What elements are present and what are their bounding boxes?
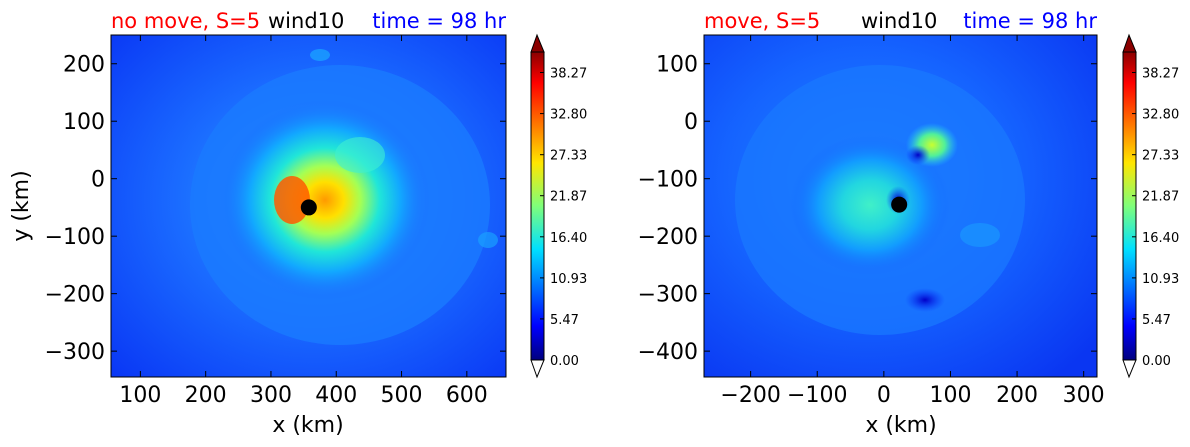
right-colorbar-label: 32.80 — [1142, 108, 1179, 123]
right-colorbar-body — [1122, 51, 1137, 361]
left-colorbar-body — [530, 51, 545, 361]
left-colorbar-label: 16.40 — [550, 231, 587, 246]
left-colorbar-label: 0.00 — [550, 354, 579, 369]
right-xtick-label: 200 — [996, 383, 1038, 408]
right-xtick-label: 300 — [1063, 383, 1105, 408]
right-ticks: −200 −100 0 100 200 300 100 0 −100 −200 −300 −400 — [638, 35, 1105, 408]
left-xtick-label: 100 — [119, 383, 161, 408]
left-colorbar-label: 10.93 — [550, 272, 587, 287]
right-xlabel: x (km) — [865, 413, 936, 438]
right-ytick-label: 0 — [684, 110, 698, 135]
right-xtick-label: 0 — [877, 383, 891, 408]
left-xtick-label: 300 — [250, 383, 292, 408]
left-title-right: time = 98 hr — [372, 9, 506, 33]
left-xlabel: x (km) — [272, 413, 343, 438]
left-colorbar: 38.27 32.80 27.33 21.87 16.40 10.93 5.47 0.00 — [530, 33, 587, 379]
right-ytick-label: −100 — [638, 168, 698, 193]
right-axes-frame — [703, 34, 1098, 378]
right-colorbar-labels: 38.27 32.80 27.33 21.87 16.40 10.93 5.47 0.00 — [1132, 67, 1179, 369]
left-ytick-label: −100 — [45, 225, 105, 250]
right-xtick-label: −200 — [720, 383, 780, 408]
right-colorbar-label: 16.40 — [1142, 231, 1179, 246]
left-colorbar-label: 32.80 — [550, 108, 587, 123]
right-colorbar-label: 10.93 — [1142, 272, 1179, 287]
left-ticks: 100 200 300 400 500 600 200 100 0 −100 −200 −300 — [45, 35, 506, 408]
left-ytick-label: 0 — [91, 168, 105, 193]
right-ytick-label: −200 — [638, 225, 698, 250]
left-axes-frame — [110, 34, 507, 378]
left-xtick-label: 500 — [381, 383, 423, 408]
right-title-right: time = 98 hr — [963, 9, 1097, 33]
left-colorbar-label: 21.87 — [550, 190, 587, 205]
right-panel: move, S=5 wind10 time = 98 hr −200 −100 0 1… — [638, 9, 1180, 438]
right-colorbar-label: 38.27 — [1142, 67, 1179, 82]
right-colorbar: 38.27 32.80 27.33 21.87 16.40 10.93 5.47 0.00 — [1122, 33, 1179, 379]
right-ytick-label: −400 — [638, 340, 698, 365]
left-title-left: no move, S=5 — [111, 9, 260, 33]
right-colorbar-label: 0.00 — [1142, 354, 1171, 369]
left-ytick-label: 200 — [63, 53, 105, 78]
right-colorbar-label: 5.47 — [1142, 313, 1171, 328]
right-xtick-label: 100 — [929, 383, 971, 408]
left-xtick-label: 600 — [446, 383, 488, 408]
left-title-center: wind10 — [268, 9, 344, 33]
left-ylabel: y (km) — [9, 170, 34, 241]
right-colorbar-label: 21.87 — [1142, 190, 1179, 205]
left-colorbar-label: 5.47 — [550, 313, 579, 328]
right-ytick-label: −300 — [638, 283, 698, 308]
right-colorbar-extend-min — [1122, 359, 1137, 379]
left-colorbar-extend-max — [530, 33, 545, 53]
right-title-left: move, S=5 — [704, 9, 820, 33]
right-ytick-label: 100 — [656, 53, 698, 78]
left-heatmap — [111, 35, 506, 377]
left-xtick-label: 400 — [315, 383, 357, 408]
left-colorbar-labels: 38.27 32.80 27.33 21.87 16.40 10.93 5.47 0.00 — [540, 67, 587, 369]
left-colorbar-label: 38.27 — [550, 67, 587, 82]
left-colorbar-label: 27.33 — [550, 149, 587, 164]
left-colorbar-extend-min — [530, 359, 545, 379]
right-center-marker — [891, 196, 908, 213]
left-xtick-label: 200 — [185, 383, 227, 408]
right-xtick-label: −100 — [787, 383, 847, 408]
right-colorbar-label: 27.33 — [1142, 149, 1179, 164]
left-ytick-label: −200 — [45, 283, 105, 308]
left-ytick-label: 100 — [63, 110, 105, 135]
left-ytick-label: −300 — [45, 340, 105, 365]
left-center-marker — [300, 199, 317, 216]
right-title-center: wind10 — [861, 9, 937, 33]
left-panel: no move, S=5 wind10 time = 98 hr 100 200 3… — [9, 9, 587, 438]
right-colorbar-extend-max — [1122, 33, 1137, 53]
